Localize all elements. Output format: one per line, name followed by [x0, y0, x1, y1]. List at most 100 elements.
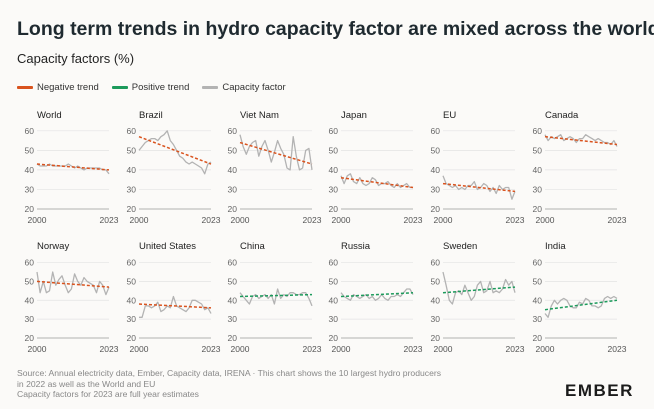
y-tick-brazil-50: 50	[127, 145, 137, 155]
series-line-china	[239, 288, 313, 307]
y-tick-india-30: 30	[533, 314, 543, 324]
y-tick-united-states-40: 40	[127, 295, 137, 305]
y-tick-united-states-60: 60	[127, 258, 137, 268]
y-tick-india-40: 40	[533, 295, 543, 305]
y-tick-eu-20: 20	[431, 204, 441, 214]
legend-label-positive: Positive trend	[131, 82, 190, 93]
y-tick-russia-20: 20	[329, 333, 339, 343]
y-tick-viet-nam-60: 60	[228, 126, 238, 136]
x-tick-end-india: 2023	[608, 344, 627, 354]
y-tick-world-30: 30	[25, 184, 35, 194]
panel-title-norway: Norway	[37, 241, 69, 252]
y-tick-viet-nam-30: 30	[228, 184, 238, 194]
x-tick-end-brazil: 2023	[202, 215, 221, 225]
y-tick-china-60: 60	[228, 258, 238, 268]
x-tick-end-china: 2023	[303, 344, 322, 354]
x-tick-start-viet-nam: 2000	[231, 215, 250, 225]
y-tick-brazil-20: 20	[127, 204, 137, 214]
y-tick-russia-60: 60	[329, 258, 339, 268]
legend-swatch-positive	[111, 86, 128, 89]
y-tick-russia-30: 30	[329, 314, 339, 324]
trend-line-viet-nam	[239, 141, 313, 165]
panel-title-india: India	[545, 241, 566, 252]
y-tick-canada-40: 40	[533, 165, 543, 175]
x-tick-end-norway: 2023	[100, 344, 119, 354]
x-tick-end-canada: 2023	[608, 215, 627, 225]
y-tick-japan-30: 30	[329, 184, 339, 194]
series-line-norway	[36, 271, 110, 296]
legend-swatch-negative	[17, 86, 33, 89]
panel-title-japan: Japan	[341, 110, 367, 121]
y-tick-canada-50: 50	[533, 145, 543, 155]
panel-title-united-states: United States	[139, 241, 196, 252]
trend-line-norway	[36, 280, 110, 288]
y-tick-norway-60: 60	[25, 258, 35, 268]
trend-line-china	[239, 293, 313, 298]
chart-subtitle: Capacity factors (%)	[17, 51, 135, 66]
legend-item-negative: Negative trend	[17, 82, 99, 93]
y-tick-canada-20: 20	[533, 204, 543, 214]
x-tick-start-norway: 2000	[28, 344, 47, 354]
trend-line-eu	[442, 182, 516, 193]
x-tick-start-world: 2000	[28, 215, 47, 225]
y-tick-japan-40: 40	[329, 165, 339, 175]
trend-line-russia	[340, 291, 414, 298]
legend-item-capacity: Capacity factor	[202, 82, 286, 93]
y-tick-china-20: 20	[228, 333, 238, 343]
y-tick-united-states-20: 20	[127, 333, 137, 343]
x-tick-end-japan: 2023	[404, 215, 423, 225]
legend: Negative trend Positive trend Capacity f…	[17, 82, 299, 93]
y-tick-russia-40: 40	[329, 295, 339, 305]
series-line-india	[544, 295, 618, 318]
x-tick-start-canada: 2000	[536, 215, 555, 225]
legend-label-negative: Negative trend	[37, 82, 99, 93]
legend-label-capacity: Capacity factor	[222, 82, 286, 93]
y-tick-norway-50: 50	[25, 276, 35, 286]
x-tick-end-eu: 2023	[506, 215, 525, 225]
trend-line-sweden	[442, 286, 516, 294]
x-tick-start-eu: 2000	[434, 215, 453, 225]
y-tick-japan-20: 20	[329, 204, 339, 214]
y-tick-eu-30: 30	[431, 184, 441, 194]
series-line-viet-nam	[239, 134, 313, 171]
x-tick-start-india: 2000	[536, 344, 555, 354]
x-tick-start-sweden: 2000	[434, 344, 453, 354]
series-line-united-states	[139, 295, 212, 318]
trend-line-japan	[340, 176, 414, 189]
y-tick-world-50: 50	[25, 145, 35, 155]
x-tick-start-brazil: 2000	[130, 215, 149, 225]
x-tick-end-viet-nam: 2023	[303, 215, 322, 225]
y-tick-japan-50: 50	[329, 145, 339, 155]
y-tick-sweden-30: 30	[431, 314, 441, 324]
trend-line-world	[36, 163, 110, 171]
source-line-3: Capacity factors for 2023 are full year …	[17, 389, 199, 399]
y-tick-brazil-60: 60	[127, 126, 137, 136]
y-tick-russia-50: 50	[329, 276, 339, 286]
y-tick-norway-30: 30	[25, 314, 35, 324]
y-tick-brazil-40: 40	[127, 165, 137, 175]
y-tick-india-20: 20	[533, 333, 543, 343]
x-tick-end-united-states: 2023	[202, 344, 221, 354]
y-tick-canada-60: 60	[533, 126, 543, 136]
panel-title-world: World	[37, 110, 62, 121]
y-tick-sweden-60: 60	[431, 258, 441, 268]
y-tick-viet-nam-20: 20	[228, 204, 238, 214]
y-tick-japan-60: 60	[329, 126, 339, 136]
panel-title-viet-nam: Viet Nam	[240, 110, 279, 121]
panel-title-russia: Russia	[341, 241, 371, 252]
chart-title: Long term trends in hydro capacity facto…	[17, 18, 654, 40]
y-tick-norway-40: 40	[25, 295, 35, 305]
source-line-1: Source: Annual electricity data, Ember, …	[17, 368, 442, 378]
x-tick-start-united-states: 2000	[130, 344, 149, 354]
y-tick-canada-30: 30	[533, 184, 543, 194]
source-note: Source: Annual electricity data, Ember, …	[17, 368, 537, 400]
x-tick-start-china: 2000	[231, 344, 250, 354]
y-tick-viet-nam-50: 50	[228, 145, 238, 155]
trend-line-brazil	[138, 135, 212, 165]
y-tick-india-50: 50	[533, 276, 543, 286]
trend-line-united-states	[138, 303, 212, 309]
trend-line-canada	[544, 135, 618, 146]
source-line-2: in 2022 as well as the World and EU	[17, 378, 156, 389]
x-tick-end-world: 2023	[100, 215, 119, 225]
